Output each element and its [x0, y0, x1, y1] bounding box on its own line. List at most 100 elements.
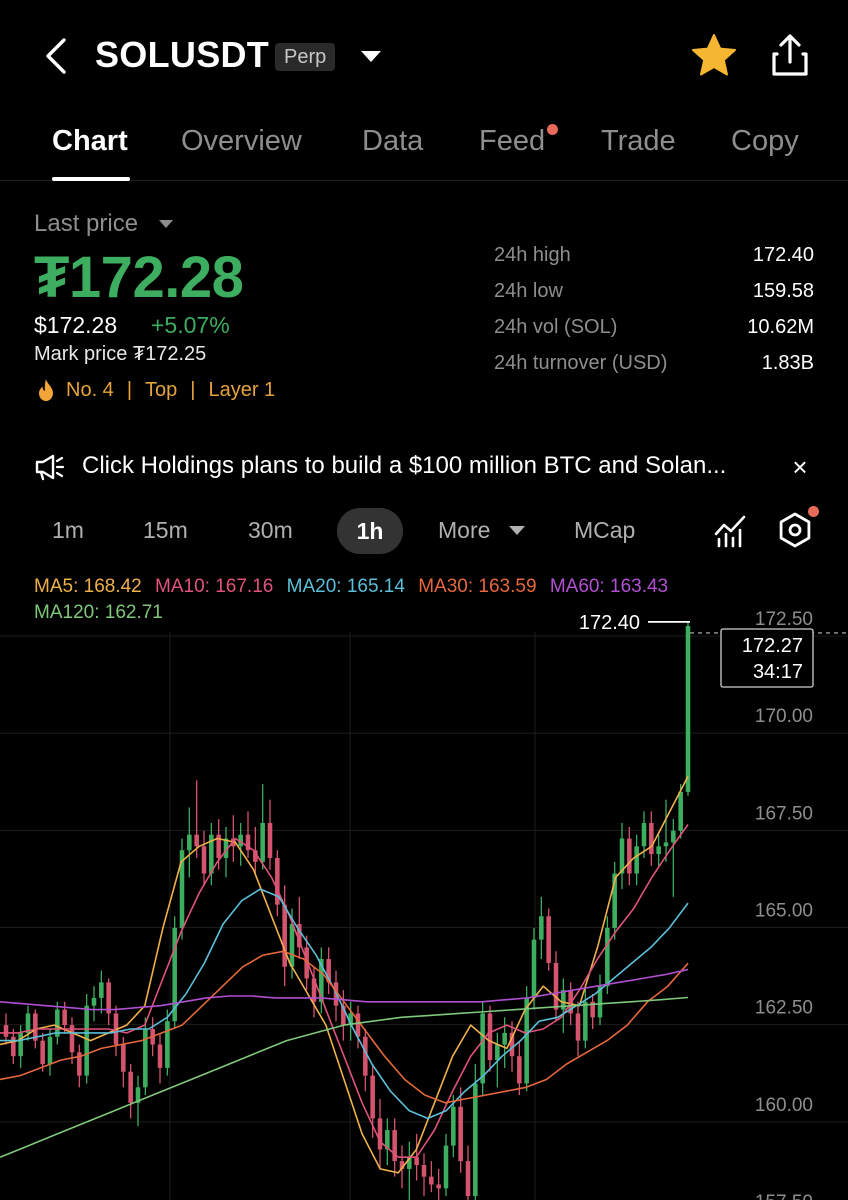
- candle-body: [597, 986, 603, 1018]
- back-button[interactable]: [38, 34, 74, 78]
- candle-body: [297, 924, 302, 948]
- candlestick-chart[interactable]: 172.50 170.00 167.50 165.00 162.50 160.00 157.…: [0, 560, 848, 1200]
- candle-body: [282, 904, 287, 967]
- news-banner[interactable]: Click Holdings plans to build a $100 mil…: [0, 442, 848, 492]
- interval-1m[interactable]: 1m: [52, 517, 84, 543]
- interval-more[interactable]: More: [438, 517, 491, 543]
- active-tab-indicator: [52, 177, 130, 181]
- tab-overview[interactable]: Overview: [181, 125, 302, 157]
- tab-trade[interactable]: Trade: [601, 125, 676, 157]
- chart-settings-button[interactable]: [776, 511, 814, 549]
- symbol-title[interactable]: SOLUSDT: [95, 34, 270, 75]
- interval-15m[interactable]: 15m: [143, 517, 188, 543]
- share-button[interactable]: [768, 32, 816, 82]
- ma5-legend: MA5: 168.42: [34, 576, 142, 597]
- high-marker-label: 172.40: [579, 612, 640, 634]
- interval-30m[interactable]: 30m: [248, 517, 293, 543]
- caret-down-icon[interactable]: [508, 523, 526, 537]
- candle-body: [326, 959, 331, 983]
- tab-copy[interactable]: Copy: [731, 125, 799, 157]
- candle-countdown: 34:17: [753, 661, 803, 683]
- candle-body: [25, 1013, 31, 1033]
- candle-body: [451, 1106, 456, 1146]
- interval-1h[interactable]: 1h: [337, 508, 403, 554]
- tag-divider: |: [126, 378, 133, 401]
- candle-body: [275, 857, 280, 905]
- candle-body: [355, 1013, 361, 1037]
- candle-body: [40, 1040, 45, 1064]
- candle-body: [495, 1044, 500, 1061]
- star-icon: [692, 34, 736, 76]
- candle-body: [634, 846, 639, 874]
- flame-icon: [39, 379, 53, 401]
- interval-bar: 1m 15m 30m 1h More MCap: [0, 505, 848, 557]
- candle-body: [143, 1028, 148, 1088]
- ma5-line: [0, 776, 689, 1174]
- tab-data[interactable]: Data: [362, 125, 424, 157]
- ma120-legend: MA120: 162.71: [34, 602, 163, 623]
- back-chevron-icon: [46, 38, 66, 74]
- ma60-legend: MA60: 163.43: [549, 576, 669, 597]
- candle-body: [223, 838, 229, 858]
- tab-chart[interactable]: Chart: [52, 125, 128, 157]
- candle-body: [179, 850, 185, 928]
- candle-body: [69, 1025, 75, 1053]
- candle-body: [685, 625, 691, 792]
- candle-body: [671, 830, 676, 843]
- last-price-value: ₮172.28: [34, 245, 244, 310]
- candle-body: [392, 1130, 397, 1162]
- y-axis-tick-label: 157.50: [755, 1192, 813, 1200]
- candle-body: [62, 1009, 67, 1026]
- stat-label: 24h high: [494, 244, 571, 266]
- candle-body: [128, 1071, 133, 1103]
- y-axis-tick-label: 160.00: [755, 1095, 813, 1116]
- share-icon: [772, 34, 808, 76]
- close-icon[interactable]: ×: [792, 452, 808, 482]
- candle-body: [487, 1013, 493, 1061]
- price-usd: $172.28: [34, 312, 118, 338]
- category-tag-layer1[interactable]: Layer 1: [208, 378, 276, 401]
- megaphone-icon: [35, 454, 65, 481]
- candle-body: [165, 1021, 170, 1068]
- candle-body: [99, 982, 104, 998]
- candle-body: [443, 1145, 449, 1189]
- caret-down-icon: [361, 51, 381, 62]
- candle-body: [253, 850, 258, 862]
- interval-mcap[interactable]: MCap: [574, 517, 636, 543]
- symbol-dropdown-button[interactable]: [358, 46, 388, 70]
- tab-feed[interactable]: Feed: [479, 125, 546, 157]
- candle-body: [18, 1032, 23, 1057]
- candle-body: [656, 846, 661, 855]
- candle-body: [33, 1013, 38, 1041]
- candle-body: [480, 1013, 485, 1084]
- candle-body: [106, 982, 111, 1014]
- ma10-legend: MA10: 167.16: [155, 576, 274, 597]
- stat-row-24h-turnover: 24h turnover (USD) 1.83B: [494, 348, 814, 384]
- y-axis-tick-label: 172.50: [755, 609, 813, 630]
- indicator-button[interactable]: [713, 512, 749, 548]
- candle-body: [553, 962, 559, 1010]
- header: SOLUSDT Perp: [0, 0, 848, 115]
- caret-down-icon[interactable]: [158, 218, 174, 230]
- candle-body: [319, 959, 324, 1002]
- stat-value: 172.40: [752, 244, 814, 266]
- candle-body: [465, 1161, 471, 1197]
- current-price-label: 172.27: [742, 635, 803, 657]
- y-axis-tick-label: 167.50: [755, 803, 813, 824]
- stat-label: 24h turnover (USD): [494, 352, 668, 374]
- category-tag-top[interactable]: Top: [145, 378, 178, 401]
- candle-body: [260, 822, 265, 862]
- candle-body: [524, 997, 529, 1084]
- rank-tag[interactable]: No. 4: [66, 378, 114, 401]
- last-price-label[interactable]: Last price: [34, 210, 139, 237]
- ma10-line: [0, 824, 689, 1158]
- candle-body: [311, 978, 317, 1002]
- favorite-button[interactable]: [690, 32, 742, 82]
- candle-body: [612, 873, 617, 928]
- mark-price: Mark price ₮172.25: [34, 343, 207, 365]
- news-headline[interactable]: Click Holdings plans to build a $100 mil…: [82, 452, 727, 479]
- candle-body: [341, 1005, 346, 1026]
- candle-body: [135, 1087, 141, 1103]
- current-price-box: [720, 628, 814, 688]
- candle-body: [590, 1001, 595, 1018]
